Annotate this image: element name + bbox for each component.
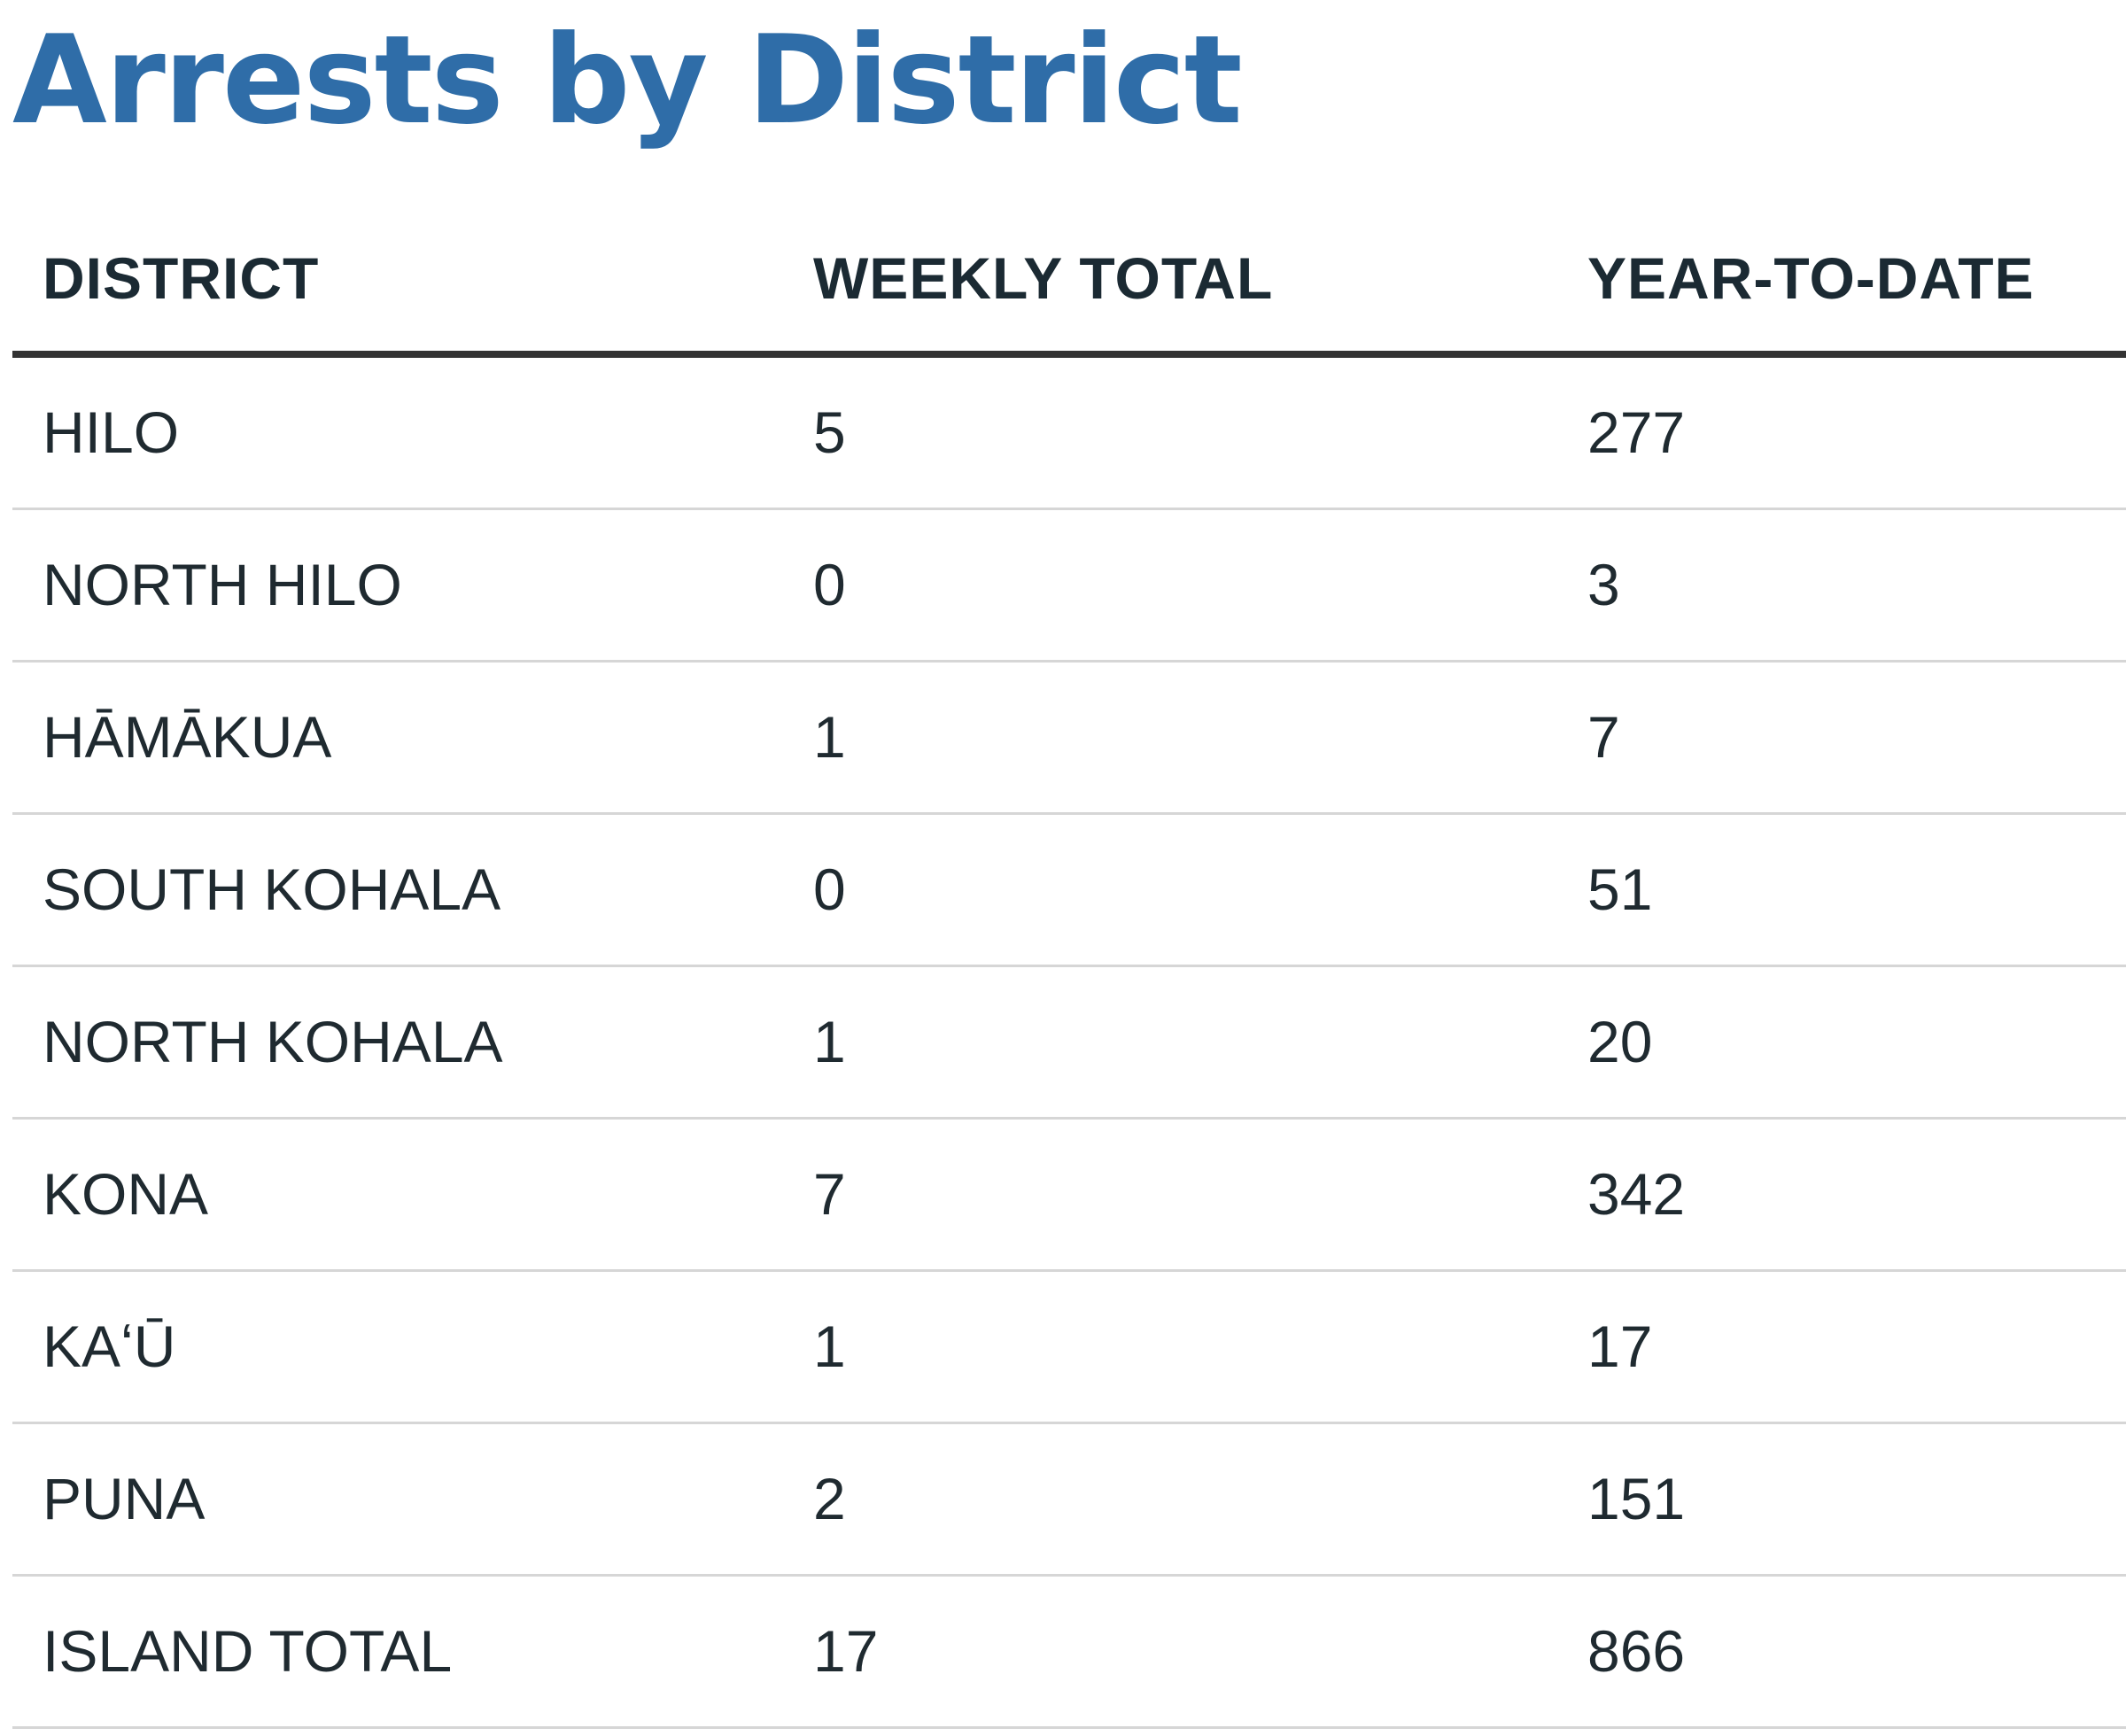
year-to-date-cell: 20 <box>1587 1009 1653 1074</box>
table-row: HĀMĀKUA 1 7 <box>12 663 2126 815</box>
table-row: SOUTH KOHALA 0 51 <box>12 815 2126 967</box>
year-to-date-cell: 277 <box>1587 399 1686 465</box>
table-row: NORTH KOHALA 1 20 <box>12 967 2126 1120</box>
table-row: PUNA 2 151 <box>12 1424 2126 1577</box>
weekly-total-cell: 0 <box>813 856 846 922</box>
year-to-date-cell: 866 <box>1587 1618 1686 1684</box>
page-title: Arrests by District <box>12 9 1243 151</box>
district-cell: PUNA <box>43 1466 206 1531</box>
district-cell: HILO <box>43 399 180 465</box>
weekly-total-cell: 2 <box>813 1466 846 1531</box>
weekly-total-cell: 7 <box>813 1161 846 1227</box>
district-cell: KONA <box>43 1161 209 1227</box>
table-row: KAʻŪ 1 17 <box>12 1272 2126 1424</box>
weekly-total-cell: 1 <box>813 1314 846 1379</box>
header-weekly-total: WEEKLY TOTAL <box>813 245 1274 311</box>
weekly-total-cell: 5 <box>813 399 846 465</box>
district-cell: KAʻŪ <box>43 1314 176 1379</box>
weekly-total-cell: 17 <box>813 1618 879 1684</box>
table-row: NORTH HILO 0 3 <box>12 510 2126 663</box>
table-row-total: ISLAND TOTAL 17 866 <box>12 1577 2126 1729</box>
district-cell: NORTH KOHALA <box>43 1009 503 1074</box>
district-cell: ISLAND TOTAL <box>43 1618 453 1684</box>
year-to-date-cell: 3 <box>1587 552 1620 617</box>
weekly-total-cell: 1 <box>813 704 846 770</box>
weekly-total-cell: 1 <box>813 1009 846 1074</box>
table-row: HILO 5 277 <box>12 358 2126 510</box>
header-year-to-date: YEAR-TO-DATE <box>1587 245 2035 311</box>
district-cell: SOUTH KOHALA <box>43 856 501 922</box>
table-row: KONA 7 342 <box>12 1120 2126 1272</box>
table-header-row: DISTRICT WEEKLY TOTAL YEAR-TO-DATE <box>12 216 2126 358</box>
district-cell: HĀMĀKUA <box>43 704 332 770</box>
district-cell: NORTH HILO <box>43 552 402 617</box>
year-to-date-cell: 342 <box>1587 1161 1686 1227</box>
weekly-total-cell: 0 <box>813 552 846 617</box>
year-to-date-cell: 151 <box>1587 1466 1686 1531</box>
year-to-date-cell: 7 <box>1587 704 1620 770</box>
header-district: DISTRICT <box>43 245 320 311</box>
year-to-date-cell: 51 <box>1587 856 1653 922</box>
year-to-date-cell: 17 <box>1587 1314 1653 1379</box>
